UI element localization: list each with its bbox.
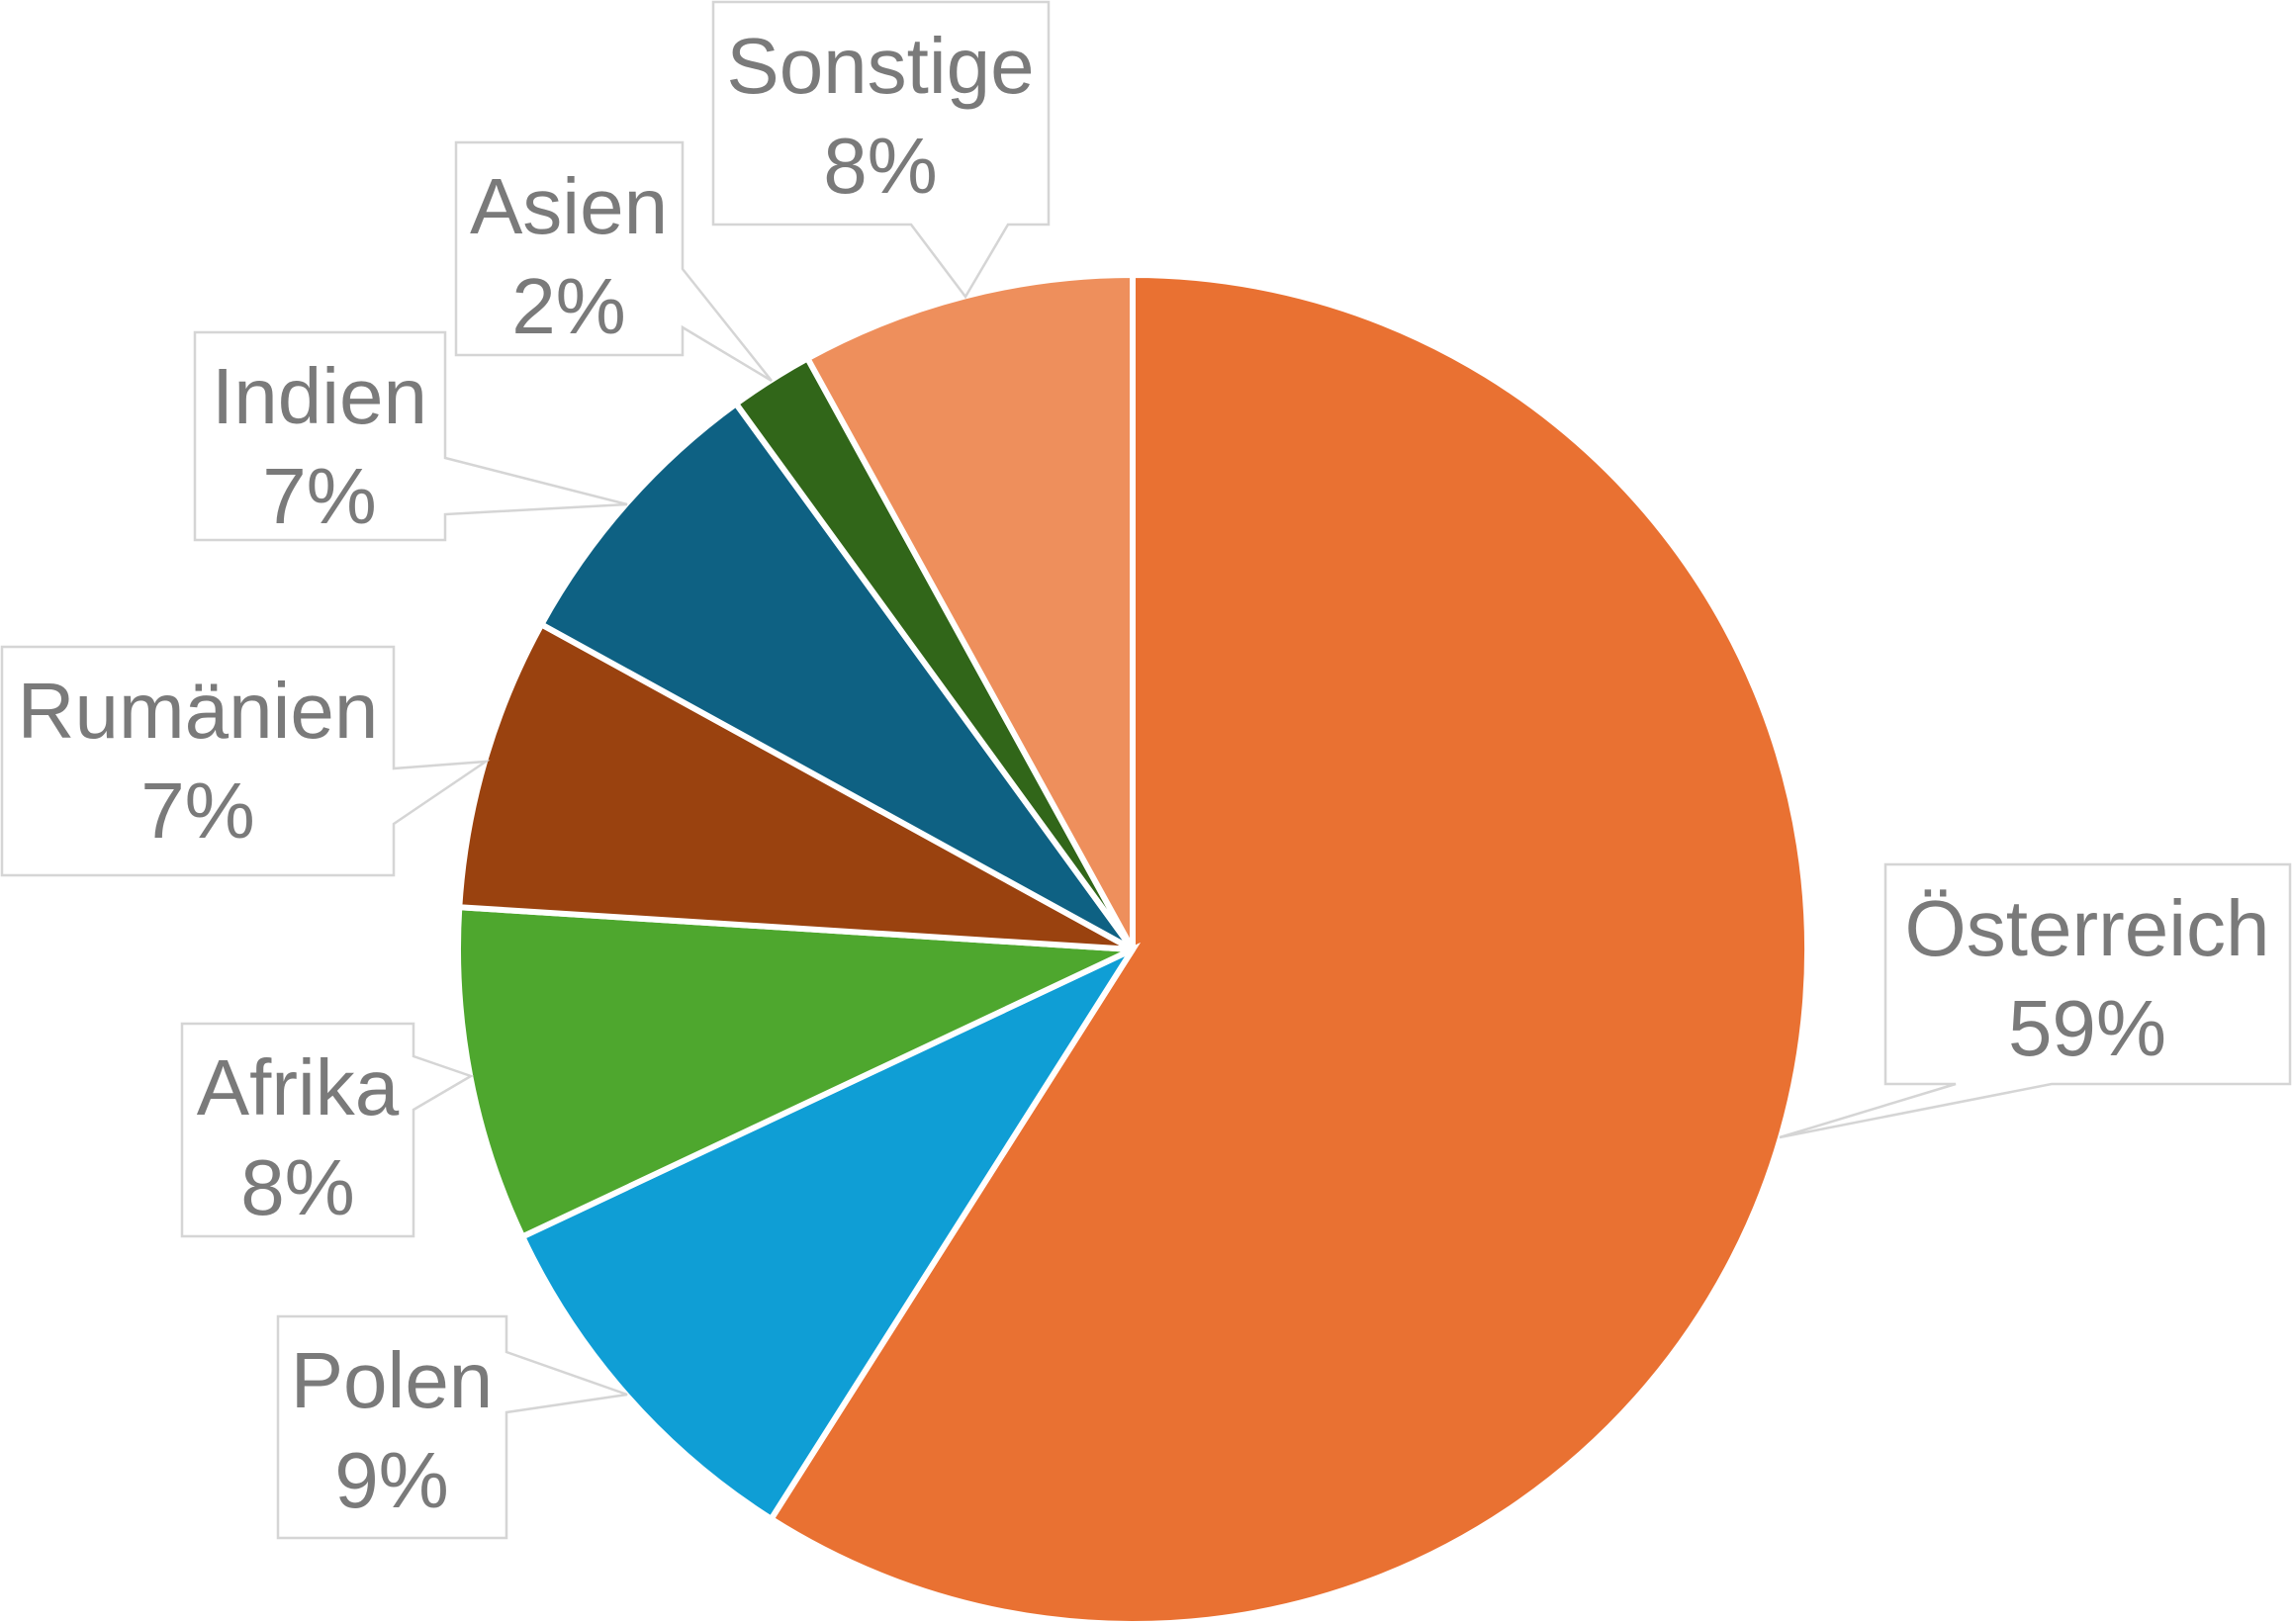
svg-text:Indien: Indien [212, 352, 427, 440]
svg-text:59%: 59% [2008, 984, 2166, 1072]
svg-text:Polen: Polen [291, 1336, 494, 1424]
svg-text:Afrika: Afrika [197, 1043, 400, 1131]
svg-text:Sonstige: Sonstige [726, 22, 1034, 110]
svg-text:8%: 8% [823, 122, 938, 210]
svg-text:2%: 2% [511, 262, 626, 350]
svg-text:Rumänien: Rumänien [18, 667, 379, 755]
svg-text:8%: 8% [240, 1143, 355, 1231]
svg-text:7%: 7% [262, 452, 377, 540]
svg-text:7%: 7% [140, 767, 255, 855]
svg-text:Österreich: Österreich [1905, 884, 2270, 972]
svg-text:9%: 9% [334, 1436, 449, 1524]
svg-text:Asien: Asien [470, 162, 668, 250]
